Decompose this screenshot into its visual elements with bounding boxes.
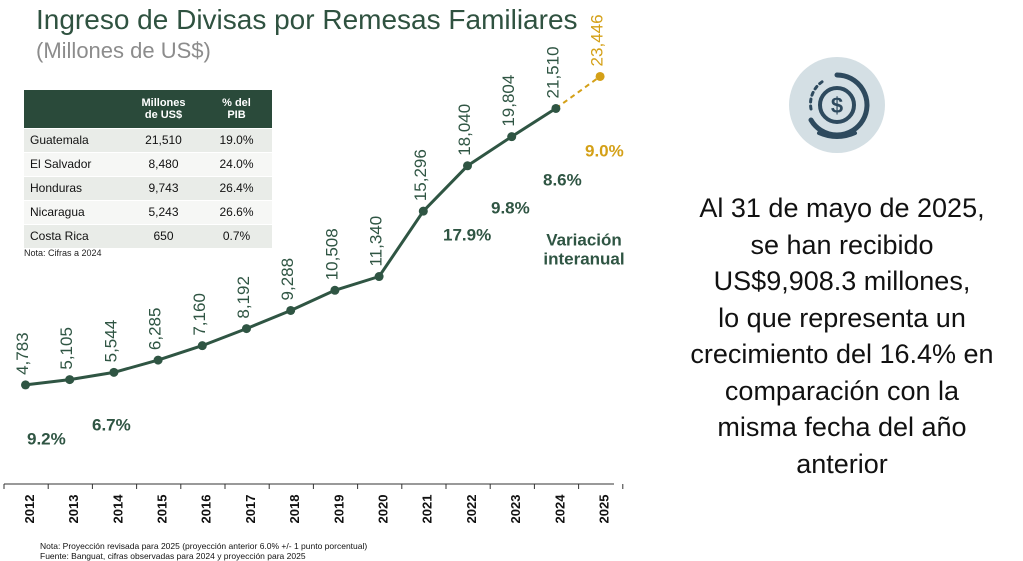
data-point — [463, 161, 472, 171]
x-tick-label: 2019 — [331, 495, 346, 524]
data-label: 8,192 — [234, 276, 253, 319]
table-header-pib: % del PIB — [201, 90, 272, 128]
table-body: Guatemala 21,510 19.0% El Salvador 8,480 24.0… — [24, 127, 272, 248]
x-tick-label: 2014 — [110, 494, 125, 524]
table-row: Guatemala 21,510 19.0% — [24, 127, 272, 152]
data-label: 9,288 — [278, 258, 297, 301]
callout-line: lo que representa un — [718, 302, 966, 333]
growth-label: 9.8% — [491, 198, 530, 217]
remesas-line-chart: 2012 2013 2014 2015 2016 2017 2018 2019 2020 2021… — [3, 14, 625, 524]
callout-text: Al 31 de mayo de 2025, se han recibido US$… — [664, 190, 1020, 482]
data-label: 4,783 — [13, 332, 32, 375]
data-point — [153, 355, 163, 365]
millions-cell: 5,243 — [126, 199, 201, 224]
x-tick-label: 2024 — [552, 494, 567, 524]
projection-line — [555, 75, 601, 110]
data-point — [197, 341, 207, 351]
dollar-coin-glyph: $ — [808, 72, 870, 139]
chart-notes: Nota: Proyección revisada para 2025 (pro… — [40, 541, 367, 561]
growth-label: 17.9% — [443, 225, 491, 244]
table-row: Nicaragua 5,243 26.6% — [24, 199, 272, 224]
data-label: 18,040 — [455, 104, 474, 156]
data-point — [330, 285, 340, 295]
callout-line: se han recibido — [750, 229, 934, 260]
data-point — [507, 132, 517, 142]
projection-note: Nota: Proyección revisada para 2025 (pro… — [40, 541, 368, 551]
millions-cell: 650 — [126, 223, 201, 248]
x-tick-label: 2025 — [597, 495, 612, 524]
pib-cell: 24.0% — [201, 151, 272, 176]
source-note: Fuente: Banguat, cifras observadas para … — [40, 551, 306, 561]
chart-title: Ingreso de Divisas por Remesas Familiare… — [36, 4, 578, 35]
data-label: 21,510 — [543, 46, 562, 98]
callout-line: crecimiento del 16.4% en — [690, 339, 994, 369]
country-name-cell: Honduras — [24, 175, 126, 200]
data-label: 10,508 — [322, 228, 341, 280]
variation-label: Variación — [546, 230, 622, 249]
dollar-coin-icon: $ — [789, 57, 885, 153]
x-tick-label: 2023 — [508, 495, 523, 524]
x-tick-label: 2018 — [287, 495, 302, 524]
x-tick-label: 2015 — [155, 495, 170, 524]
data-point — [21, 380, 30, 390]
callout-line: misma fecha del año — [717, 412, 967, 442]
table-row: Costa Rica 650 0.7% — [24, 223, 272, 248]
data-point — [109, 367, 119, 377]
data-label: 15,296 — [411, 149, 430, 201]
pib-cell: 26.4% — [201, 175, 272, 200]
country-name-cell: Nicaragua — [24, 199, 126, 224]
data-label: 7,160 — [190, 293, 209, 336]
x-tick-label: 2012 — [22, 495, 37, 524]
growth-label: 8.6% — [543, 170, 582, 189]
pib-cell: 26.6% — [201, 199, 272, 224]
projection-point — [595, 71, 605, 81]
x-tick-label: 2016 — [199, 495, 214, 524]
pib-cell: 19.0% — [201, 127, 272, 152]
table-note: Nota: Cifras a 2024 — [24, 248, 102, 258]
table-header-millions: Millones de US$ — [126, 90, 201, 128]
table-header-row: Millones de US$ % del PIB — [24, 90, 272, 128]
millions-cell: 21,510 — [126, 127, 201, 152]
x-tick-label: 2017 — [243, 495, 258, 524]
country-table: Millones de US$ % del PIB Guatemala 21,51… — [24, 90, 272, 248]
data-point — [374, 272, 384, 282]
chart-subtitle: (Millones de US$) — [36, 38, 211, 63]
x-tick-label: 2020 — [376, 495, 391, 524]
growth-label: 9.2% — [27, 429, 66, 448]
data-point — [286, 305, 296, 315]
data-label: 5,544 — [101, 320, 120, 363]
data-label: 11,340 — [367, 216, 386, 267]
table-header-country — [24, 90, 126, 128]
callout-line: US$9,908.3 millones, — [713, 266, 971, 296]
data-point — [551, 103, 561, 113]
x-tick-label: 2022 — [464, 495, 479, 524]
callout-line: comparación con la — [724, 375, 960, 406]
svg-text:$: $ — [831, 93, 843, 118]
table-row: El Salvador 8,480 24.0% — [24, 151, 272, 176]
variation-label: interanual — [543, 249, 624, 268]
data-point — [242, 324, 251, 334]
data-label: 5,105 — [57, 327, 76, 370]
country-name-cell: Guatemala — [24, 127, 126, 152]
millions-cell: 8,480 — [126, 151, 201, 176]
data-point — [418, 206, 428, 216]
data-label: 6,285 — [146, 308, 165, 351]
callout-line: Al 31 de mayo de 2025, — [699, 193, 985, 223]
data-point — [65, 375, 75, 385]
country-name-cell: Costa Rica — [24, 223, 126, 248]
callout-line: anterior — [796, 448, 888, 479]
growth-label: 9.0% — [585, 141, 624, 160]
country-name-cell: El Salvador — [24, 151, 126, 176]
x-tick-label: 2021 — [420, 495, 435, 524]
millions-cell: 9,743 — [126, 175, 201, 200]
pib-cell: 0.7% — [201, 223, 272, 248]
growth-label: 6.7% — [92, 415, 131, 434]
table-row: Honduras 9,743 26.4% — [24, 175, 272, 200]
x-tick-label: 2013 — [66, 495, 81, 524]
data-label: 19,804 — [499, 75, 518, 127]
data-label: 23,446 — [588, 14, 607, 66]
